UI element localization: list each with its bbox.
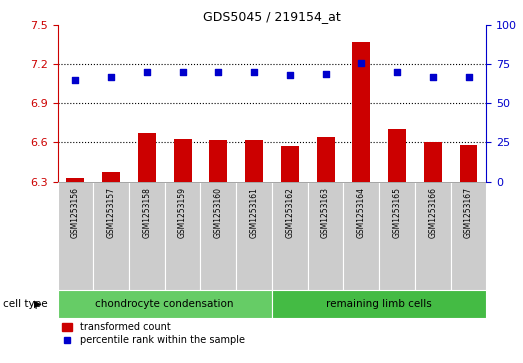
Point bbox=[250, 69, 258, 75]
Point bbox=[464, 74, 473, 80]
Point bbox=[214, 69, 223, 75]
Bar bbox=[308, 182, 344, 290]
Text: GSM1253161: GSM1253161 bbox=[249, 187, 258, 238]
Point bbox=[429, 74, 437, 80]
Bar bbox=[379, 182, 415, 290]
Text: chondrocyte condensation: chondrocyte condensation bbox=[96, 299, 234, 309]
Text: GSM1253167: GSM1253167 bbox=[464, 187, 473, 238]
Point bbox=[393, 69, 401, 75]
Point bbox=[71, 77, 79, 83]
Bar bbox=[424, 143, 442, 182]
Text: GSM1253166: GSM1253166 bbox=[428, 187, 437, 238]
Text: GSM1253164: GSM1253164 bbox=[357, 187, 366, 238]
Text: GSM1253158: GSM1253158 bbox=[142, 187, 151, 238]
Bar bbox=[102, 172, 120, 182]
Title: GDS5045 / 219154_at: GDS5045 / 219154_at bbox=[203, 10, 341, 23]
Text: ▶: ▶ bbox=[34, 299, 41, 309]
Bar bbox=[129, 182, 165, 290]
Text: GSM1253162: GSM1253162 bbox=[286, 187, 294, 238]
Text: GSM1253163: GSM1253163 bbox=[321, 187, 330, 238]
Bar bbox=[93, 182, 129, 290]
Bar bbox=[200, 182, 236, 290]
Bar bbox=[388, 130, 406, 182]
Legend: transformed count, percentile rank within the sample: transformed count, percentile rank withi… bbox=[62, 322, 245, 346]
Bar bbox=[344, 182, 379, 290]
Bar bbox=[460, 145, 477, 182]
Bar bbox=[165, 182, 200, 290]
Bar bbox=[272, 290, 486, 318]
Bar bbox=[236, 182, 272, 290]
Text: remaining limb cells: remaining limb cells bbox=[326, 299, 432, 309]
Bar bbox=[58, 290, 272, 318]
Bar bbox=[353, 42, 370, 182]
Text: GSM1253165: GSM1253165 bbox=[393, 187, 402, 238]
Text: GSM1253156: GSM1253156 bbox=[71, 187, 80, 238]
Point bbox=[321, 71, 329, 77]
Bar bbox=[209, 140, 228, 182]
Bar bbox=[281, 146, 299, 182]
Bar bbox=[138, 133, 156, 182]
Bar bbox=[451, 182, 486, 290]
Text: cell type: cell type bbox=[3, 299, 47, 309]
Point bbox=[107, 74, 115, 80]
Point bbox=[357, 60, 366, 66]
Text: GSM1253157: GSM1253157 bbox=[107, 187, 116, 238]
Bar bbox=[245, 140, 263, 182]
Bar bbox=[58, 182, 93, 290]
Bar bbox=[316, 137, 335, 182]
Point bbox=[143, 69, 151, 75]
Text: GSM1253159: GSM1253159 bbox=[178, 187, 187, 238]
Point bbox=[178, 69, 187, 75]
Bar bbox=[272, 182, 308, 290]
Bar bbox=[174, 139, 191, 182]
Bar bbox=[66, 178, 84, 182]
Text: GSM1253160: GSM1253160 bbox=[214, 187, 223, 238]
Point bbox=[286, 73, 294, 78]
Bar bbox=[415, 182, 451, 290]
